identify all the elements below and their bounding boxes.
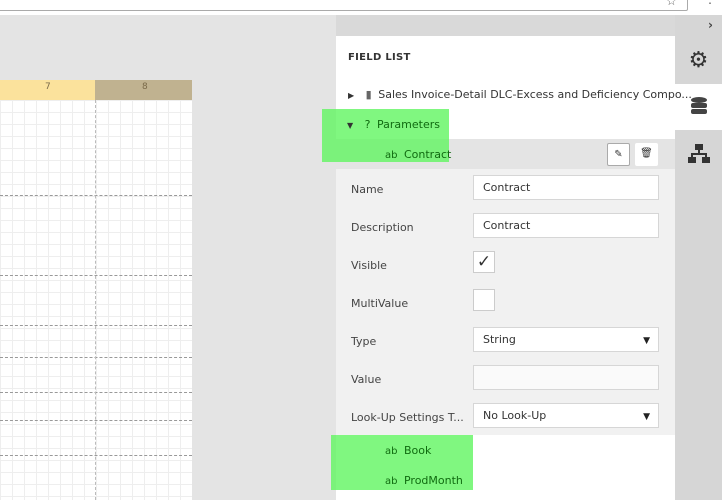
string-field-icon: ab bbox=[385, 446, 398, 457]
type-select[interactable]: String ▼ bbox=[473, 327, 659, 352]
lookup-select[interactable]: No Look-Up ▼ bbox=[473, 403, 659, 428]
ruler-label: 7 bbox=[45, 82, 51, 92]
name-label: Name bbox=[351, 183, 384, 196]
visible-label: Visible bbox=[351, 259, 387, 272]
value-label: Value bbox=[351, 373, 382, 386]
lookup-label: Look-Up Settings T... bbox=[351, 411, 464, 424]
star-icon[interactable]: ☆ bbox=[666, 0, 677, 8]
item-label: Book bbox=[403, 444, 432, 457]
multivalue-label: MultiValue bbox=[351, 297, 409, 310]
sitemap-icon[interactable] bbox=[675, 131, 722, 177]
multivalue-checkbox[interactable] bbox=[473, 289, 495, 311]
collapse-arrow-icon[interactable]: ▼ bbox=[347, 121, 354, 130]
parameter-item-book[interactable]: ab Book bbox=[385, 444, 431, 457]
type-value: String bbox=[483, 333, 516, 346]
item-label: ProdMonth bbox=[403, 474, 463, 487]
address-bar[interactable] bbox=[0, 0, 688, 11]
dropdown-arrow-icon: ▼ bbox=[643, 412, 650, 422]
ruler-label: 8 bbox=[142, 82, 148, 92]
parameter-item-contract[interactable]: ab Contract bbox=[385, 148, 451, 161]
design-surface[interactable] bbox=[0, 100, 192, 500]
browser-toolbar: ☆ ⋮ bbox=[0, 0, 722, 15]
lookup-value: No Look-Up bbox=[483, 409, 547, 422]
database-icon[interactable] bbox=[675, 84, 722, 130]
edit-button[interactable]: ✎ bbox=[607, 143, 630, 166]
gear-icon[interactable]: ⚙ bbox=[688, 47, 709, 73]
highlight-parameters bbox=[322, 109, 449, 162]
database-small-icon: ▮ bbox=[365, 88, 372, 101]
type-label: Type bbox=[351, 335, 377, 348]
highlight-items bbox=[331, 435, 473, 490]
more-vert-icon[interactable]: ⋮ bbox=[704, 0, 716, 6]
description-label: Description bbox=[351, 221, 414, 234]
panel-title: FIELD LIST bbox=[348, 52, 411, 63]
description-input[interactable]: Contract bbox=[473, 213, 659, 238]
visible-checkbox[interactable]: ✓ bbox=[473, 251, 495, 273]
string-field-icon: ab bbox=[385, 476, 398, 487]
name-input[interactable]: Contract bbox=[473, 175, 659, 200]
datasource-node[interactable]: ▶ ▮ Sales Invoice-Detail DLC-Excess and … bbox=[348, 88, 692, 101]
parameters-label: Parameters bbox=[377, 118, 440, 131]
item-label: Contract bbox=[403, 148, 452, 161]
parameter-item-prodmonth[interactable]: ab ProdMonth bbox=[385, 474, 463, 487]
panel-header-bar bbox=[336, 15, 675, 36]
chevron-right-icon[interactable]: › bbox=[708, 18, 713, 32]
trash-icon: 🗑 bbox=[640, 148, 653, 159]
dropdown-arrow-icon: ▼ bbox=[643, 336, 650, 346]
delete-button[interactable]: 🗑 bbox=[635, 143, 658, 166]
datasource-label: Sales Invoice-Detail DLC-Excess and Defi… bbox=[378, 88, 692, 101]
parameters-node[interactable]: ▼ ? Parameters bbox=[347, 118, 440, 131]
expand-arrow-icon[interactable]: ▶ bbox=[348, 91, 355, 100]
value-input[interactable] bbox=[473, 365, 659, 390]
parameter-icon: ? bbox=[364, 118, 371, 131]
pencil-icon: ✎ bbox=[614, 149, 623, 160]
page-margin-line bbox=[95, 100, 96, 500]
horizontal-ruler: 7 8 bbox=[0, 80, 192, 100]
string-field-icon: ab bbox=[385, 150, 398, 161]
